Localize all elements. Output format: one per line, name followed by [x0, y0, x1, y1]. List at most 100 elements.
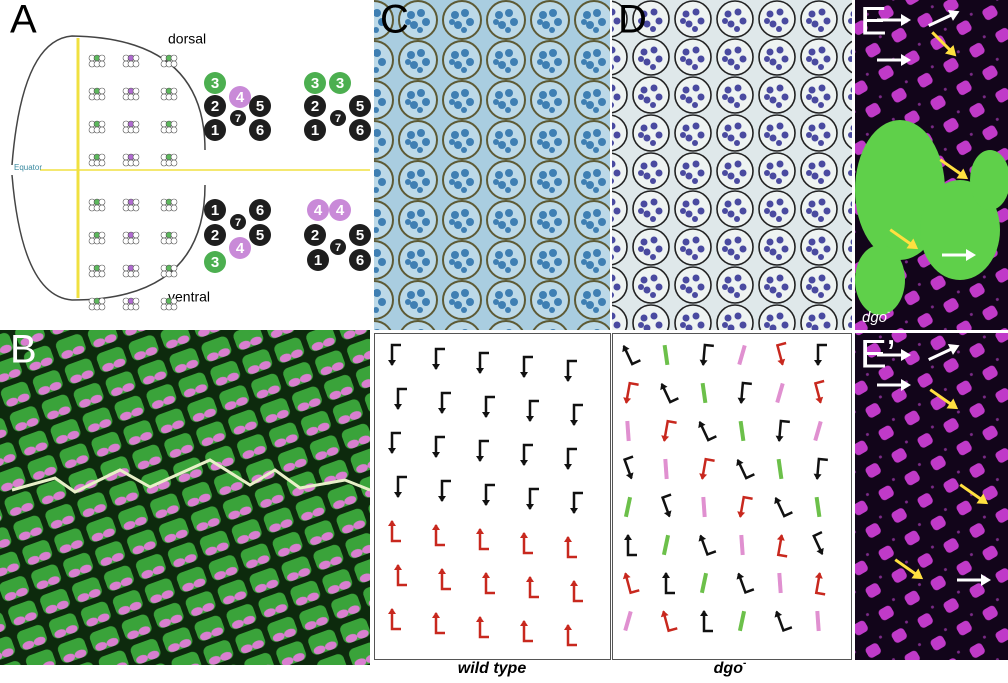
- arrow-glyph: [703, 383, 706, 403]
- cell-number: 7: [335, 242, 341, 254]
- cell-number: 4: [314, 202, 323, 219]
- arrow-stem: [703, 383, 706, 403]
- caption: wild type: [458, 660, 527, 677]
- sketch-cell: [171, 61, 177, 67]
- cell-number: 6: [256, 202, 264, 219]
- sketch-cell: [133, 199, 139, 205]
- sketch-cell: [171, 160, 177, 166]
- cell-number: 7: [335, 113, 341, 125]
- arrow-stem: [627, 421, 628, 441]
- sketch-cell: [133, 94, 139, 100]
- sketch-cell: [171, 121, 177, 127]
- sketch-cell: [133, 232, 139, 238]
- panel-label: E: [860, 0, 887, 44]
- sketch-cell: [133, 160, 139, 166]
- sketch-cell: [171, 238, 177, 244]
- arrow-glyph: [817, 497, 820, 517]
- arrow-stem: [817, 497, 820, 517]
- arrow-stem: [665, 459, 666, 479]
- sketch-cell: [133, 238, 139, 244]
- cell-number: 6: [256, 122, 264, 139]
- cell-number: 3: [311, 75, 319, 92]
- sketch-cell: [133, 121, 139, 127]
- sketch-cell: [99, 160, 105, 166]
- panel-a: A dorsal ventral Equator 342751633275161…: [10, 0, 371, 310]
- ommatidia-sketch: [89, 55, 177, 310]
- sketch-cell: [133, 127, 139, 133]
- sketch-cell: [99, 238, 105, 244]
- panel-b: B: [0, 328, 370, 665]
- cell-number: 4: [336, 202, 345, 219]
- sketch-cell: [99, 265, 105, 271]
- sketch-cell: [99, 121, 105, 127]
- cell-number: 4: [236, 240, 245, 257]
- micrograph: [855, 333, 1008, 660]
- sketch-cell: [99, 94, 105, 100]
- caption: dgo-: [714, 658, 747, 678]
- cell-number: 2: [211, 98, 219, 115]
- sketch-cell: [171, 265, 177, 271]
- arrow-glyph: [703, 497, 704, 517]
- cell-number: 1: [211, 122, 219, 139]
- arrow-glyph: [665, 459, 666, 479]
- arrow-stem: [779, 573, 780, 593]
- cell-number: 4: [236, 89, 245, 106]
- dorsal-label: dorsal: [168, 31, 206, 47]
- cell-number: 7: [235, 217, 241, 229]
- sketch-cell: [133, 88, 139, 94]
- panel-label: D: [618, 0, 647, 42]
- sketch-cell: [99, 271, 105, 277]
- sketch-cell: [171, 94, 177, 100]
- arrow-glyph: [741, 535, 742, 555]
- panel-label: C: [380, 0, 409, 42]
- panel-label: E’: [860, 333, 896, 377]
- sketch-cell: [133, 298, 139, 304]
- arrow-stem: [817, 611, 818, 631]
- sketch-cell: [133, 271, 139, 277]
- cell-number: 6: [356, 252, 364, 269]
- sketch-cell: [171, 199, 177, 205]
- sketch-cell: [171, 88, 177, 94]
- sketch-cell: [171, 271, 177, 277]
- arrow-stem: [741, 535, 742, 555]
- sketch-cell: [133, 265, 139, 271]
- sketch-cell: [99, 61, 105, 67]
- sketch-cell: [133, 61, 139, 67]
- sketch-cell: [99, 205, 105, 211]
- sketch-cell: [133, 304, 139, 310]
- micrograph: [0, 330, 370, 665]
- sketch-cell: [171, 205, 177, 211]
- sketch-cell: [99, 298, 105, 304]
- arrow-glyph: [779, 459, 782, 479]
- arrow-glyph: [779, 573, 780, 593]
- arrow-stem: [779, 459, 782, 479]
- cell-number: 5: [256, 98, 264, 115]
- cell-number: 7: [235, 113, 241, 125]
- sketch-cell: [99, 88, 105, 94]
- micrograph: [612, 0, 852, 330]
- figure: A dorsal ventral Equator 342751633275161…: [0, 0, 1008, 678]
- sketch-cell: [171, 304, 177, 310]
- sketch-cell: [133, 154, 139, 160]
- sketch-cell: [171, 55, 177, 61]
- arrow-glyph: [627, 421, 628, 441]
- sketch-cell: [133, 205, 139, 211]
- arrow-glyph: [665, 345, 668, 365]
- cell-number: 5: [356, 98, 364, 115]
- sketch-cell: [171, 232, 177, 238]
- cell-number: 1: [314, 252, 322, 269]
- panel-label: A: [10, 0, 37, 42]
- cell-number: 3: [211, 254, 219, 271]
- sketch-cell: [171, 154, 177, 160]
- genotype-note: dgo-: [862, 307, 890, 326]
- sketch-cell: [99, 232, 105, 238]
- arrow-glyph: [741, 421, 744, 441]
- panel-label: B: [10, 328, 37, 372]
- micrograph: [374, 0, 610, 330]
- cell-number: 5: [356, 227, 364, 244]
- caption-text: dgo: [714, 660, 744, 677]
- cell-number: 6: [356, 122, 364, 139]
- sketch-cell: [171, 298, 177, 304]
- sketch-cell: [99, 127, 105, 133]
- sketch-cell: [99, 304, 105, 310]
